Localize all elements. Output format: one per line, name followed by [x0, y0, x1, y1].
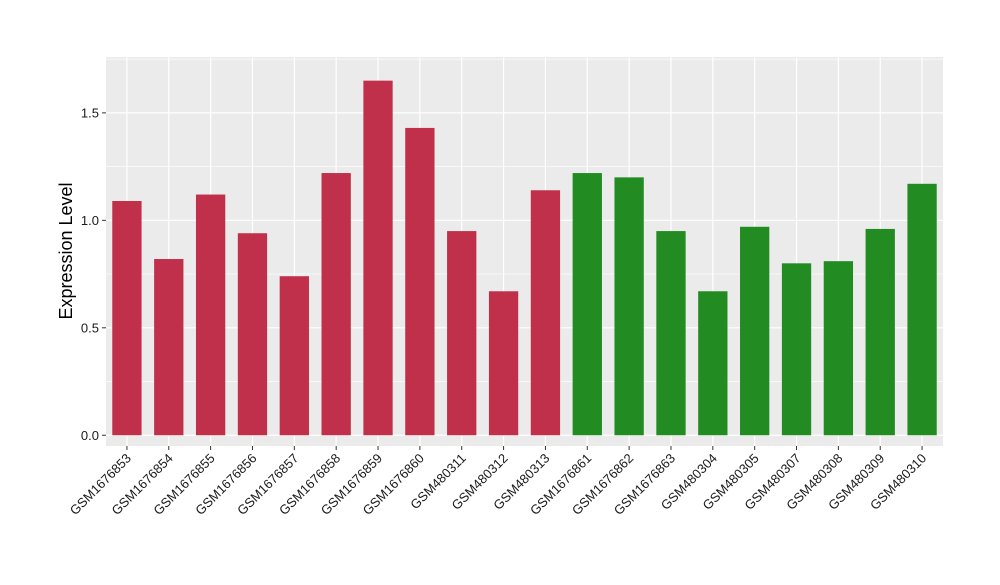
plot-panel — [106, 57, 943, 446]
bar-GSM1676854 — [154, 259, 184, 436]
bar-GSM480313 — [530, 190, 561, 436]
y-tick-label: 0.5 — [81, 320, 99, 335]
bar-GSM1676859 — [363, 80, 393, 436]
bar-GSM1676861 — [572, 173, 602, 436]
bar-GSM1676855 — [195, 194, 226, 436]
bar-GSM1676853 — [112, 200, 142, 436]
bar-GSM480308 — [823, 261, 854, 436]
bar-GSM480305 — [740, 226, 770, 436]
bar-GSM1676856 — [237, 233, 268, 436]
bar-GSM1676860 — [405, 127, 435, 436]
bar-GSM480307 — [781, 263, 812, 436]
bar-GSM480312 — [488, 291, 519, 436]
bar-GSM1676858 — [321, 173, 351, 436]
bar-GSM1676863 — [656, 231, 686, 436]
bar-GSM480310 — [907, 183, 937, 436]
y-tick-label: 0.0 — [81, 428, 99, 443]
bar-GSM480311 — [447, 231, 477, 436]
y-tick-label: 1.0 — [81, 213, 99, 228]
y-tick-label: 1.5 — [81, 105, 99, 120]
bar-GSM1676862 — [614, 177, 644, 436]
y-axis-title: Expression Level — [56, 182, 76, 319]
bar-GSM480309 — [865, 228, 895, 436]
bar-GSM1676857 — [279, 276, 309, 436]
bar-GSM480304 — [698, 291, 728, 436]
